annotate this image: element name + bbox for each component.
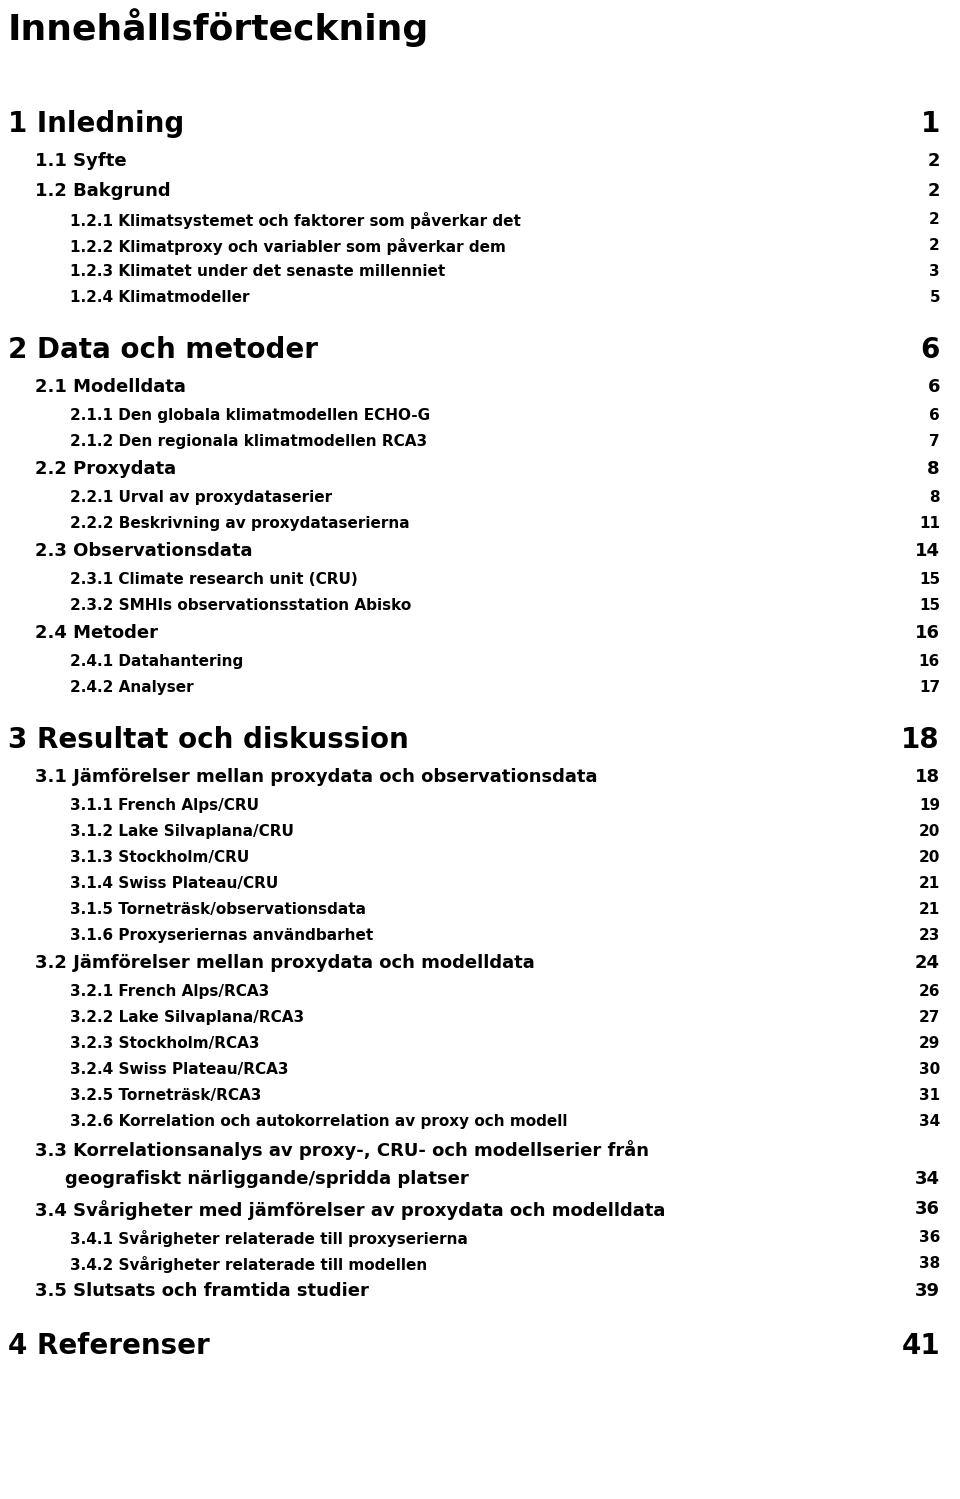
Text: geografiskt närliggande/spridda platser: geografiskt närliggande/spridda platser (65, 1171, 468, 1189)
Text: 2 Data och metoder: 2 Data och metoder (8, 336, 318, 364)
Text: 3.1.5 Torneträsk/observationsdata: 3.1.5 Torneträsk/observationsdata (70, 902, 366, 917)
Text: 2: 2 (929, 238, 940, 253)
Text: 29: 29 (919, 1036, 940, 1051)
Text: 2.4.1 Datahantering: 2.4.1 Datahantering (70, 654, 243, 669)
Text: 3.4 Svårigheter med jämförelser av proxydata och modelldata: 3.4 Svårigheter med jämförelser av proxy… (35, 1201, 665, 1220)
Text: 1 Inledning: 1 Inledning (8, 109, 184, 138)
Text: 2.1.2 Den regionala klimatmodellen RCA3: 2.1.2 Den regionala klimatmodellen RCA3 (70, 435, 427, 450)
Text: 1.2.1 Klimatsystemet och faktorer som påverkar det: 1.2.1 Klimatsystemet och faktorer som på… (70, 211, 521, 229)
Text: 34: 34 (919, 1114, 940, 1129)
Text: 2: 2 (929, 211, 940, 226)
Text: 21: 21 (919, 875, 940, 890)
Text: 3.1.6 Proxyseriernas användbarhet: 3.1.6 Proxyseriernas användbarhet (70, 928, 373, 943)
Text: 3.2.6 Korrelation och autokorrelation av proxy och modell: 3.2.6 Korrelation och autokorrelation av… (70, 1114, 567, 1129)
Text: 2.3.1 Climate research unit (CRU): 2.3.1 Climate research unit (CRU) (70, 573, 358, 588)
Text: 16: 16 (919, 654, 940, 669)
Text: 2.1.1 Den globala klimatmodellen ECHO-G: 2.1.1 Den globala klimatmodellen ECHO-G (70, 408, 430, 423)
Text: 16: 16 (915, 624, 940, 642)
Text: 3.5 Slutsats och framtida studier: 3.5 Slutsats och framtida studier (35, 1282, 369, 1300)
Text: 2.1 Modelldata: 2.1 Modelldata (35, 378, 186, 396)
Text: 11: 11 (919, 516, 940, 531)
Text: 36: 36 (919, 1231, 940, 1246)
Text: 1.2.3 Klimatet under det senaste millenniet: 1.2.3 Klimatet under det senaste millenn… (70, 264, 445, 279)
Text: 3.2 Jämförelser mellan proxydata och modelldata: 3.2 Jämförelser mellan proxydata och mod… (35, 953, 535, 971)
Text: 14: 14 (915, 543, 940, 561)
Text: 3.4.1 Svårigheter relaterade till proxyserierna: 3.4.1 Svårigheter relaterade till proxys… (70, 1231, 468, 1247)
Text: 30: 30 (919, 1061, 940, 1076)
Text: 6: 6 (921, 336, 940, 364)
Text: 3.1 Jämförelser mellan proxydata och observationsdata: 3.1 Jämförelser mellan proxydata och obs… (35, 767, 597, 785)
Text: 26: 26 (919, 983, 940, 998)
Text: 18: 18 (901, 726, 940, 754)
Text: 36: 36 (915, 1201, 940, 1219)
Text: 1.1 Syfte: 1.1 Syfte (35, 151, 127, 169)
Text: 38: 38 (919, 1256, 940, 1271)
Text: 20: 20 (919, 824, 940, 839)
Text: 2: 2 (927, 151, 940, 169)
Text: 24: 24 (915, 953, 940, 971)
Text: 2.4.2 Analyser: 2.4.2 Analyser (70, 681, 194, 696)
Text: 2.3 Observationsdata: 2.3 Observationsdata (35, 543, 252, 561)
Text: 2.4 Metoder: 2.4 Metoder (35, 624, 158, 642)
Text: 15: 15 (919, 598, 940, 613)
Text: 8: 8 (927, 460, 940, 478)
Text: 3.1.4 Swiss Plateau/CRU: 3.1.4 Swiss Plateau/CRU (70, 875, 278, 890)
Text: 2.2.1 Urval av proxydataserier: 2.2.1 Urval av proxydataserier (70, 490, 332, 505)
Text: 3.3 Korrelationsanalys av proxy-, CRU- och modellserier från: 3.3 Korrelationsanalys av proxy-, CRU- o… (35, 1141, 649, 1160)
Text: 4 Referenser: 4 Referenser (8, 1333, 209, 1360)
Text: 39: 39 (915, 1282, 940, 1300)
Text: 17: 17 (919, 681, 940, 696)
Text: 8: 8 (929, 490, 940, 505)
Text: 3.2.5 Torneträsk/RCA3: 3.2.5 Torneträsk/RCA3 (70, 1088, 261, 1103)
Text: 7: 7 (929, 435, 940, 450)
Text: Innehållsförteckning: Innehållsförteckning (8, 7, 429, 46)
Text: 3.2.2 Lake Silvaplana/RCA3: 3.2.2 Lake Silvaplana/RCA3 (70, 1010, 304, 1025)
Text: 1.2 Bakgrund: 1.2 Bakgrund (35, 181, 171, 199)
Text: 5: 5 (929, 289, 940, 304)
Text: 6: 6 (927, 378, 940, 396)
Text: 1.2.2 Klimatproxy och variabler som påverkar dem: 1.2.2 Klimatproxy och variabler som påve… (70, 238, 506, 255)
Text: 3.1.2 Lake Silvaplana/CRU: 3.1.2 Lake Silvaplana/CRU (70, 824, 294, 839)
Text: 3.2.1 French Alps/RCA3: 3.2.1 French Alps/RCA3 (70, 983, 269, 998)
Text: 19: 19 (919, 797, 940, 812)
Text: 3.1.1 French Alps/CRU: 3.1.1 French Alps/CRU (70, 797, 259, 812)
Text: 21: 21 (919, 902, 940, 917)
Text: 18: 18 (915, 767, 940, 785)
Text: 20: 20 (919, 850, 940, 865)
Text: 41: 41 (901, 1333, 940, 1360)
Text: 23: 23 (919, 928, 940, 943)
Text: 2.2 Proxydata: 2.2 Proxydata (35, 460, 176, 478)
Text: 2: 2 (927, 181, 940, 199)
Text: 3.4.2 Svårigheter relaterade till modellen: 3.4.2 Svårigheter relaterade till modell… (70, 1256, 427, 1273)
Text: 27: 27 (919, 1010, 940, 1025)
Text: 31: 31 (919, 1088, 940, 1103)
Text: 2.2.2 Beskrivning av proxydataserierna: 2.2.2 Beskrivning av proxydataserierna (70, 516, 410, 531)
Text: 3 Resultat och diskussion: 3 Resultat och diskussion (8, 726, 409, 754)
Text: 2.3.2 SMHIs observationsstation Abisko: 2.3.2 SMHIs observationsstation Abisko (70, 598, 411, 613)
Text: 6: 6 (929, 408, 940, 423)
Text: 3: 3 (929, 264, 940, 279)
Text: 1.2.4 Klimatmodeller: 1.2.4 Klimatmodeller (70, 289, 250, 304)
Text: 15: 15 (919, 573, 940, 588)
Text: 3.2.4 Swiss Plateau/RCA3: 3.2.4 Swiss Plateau/RCA3 (70, 1061, 289, 1076)
Text: 1: 1 (921, 109, 940, 138)
Text: 34: 34 (915, 1171, 940, 1189)
Text: 3.1.3 Stockholm/CRU: 3.1.3 Stockholm/CRU (70, 850, 250, 865)
Text: 3.2.3 Stockholm/RCA3: 3.2.3 Stockholm/RCA3 (70, 1036, 259, 1051)
